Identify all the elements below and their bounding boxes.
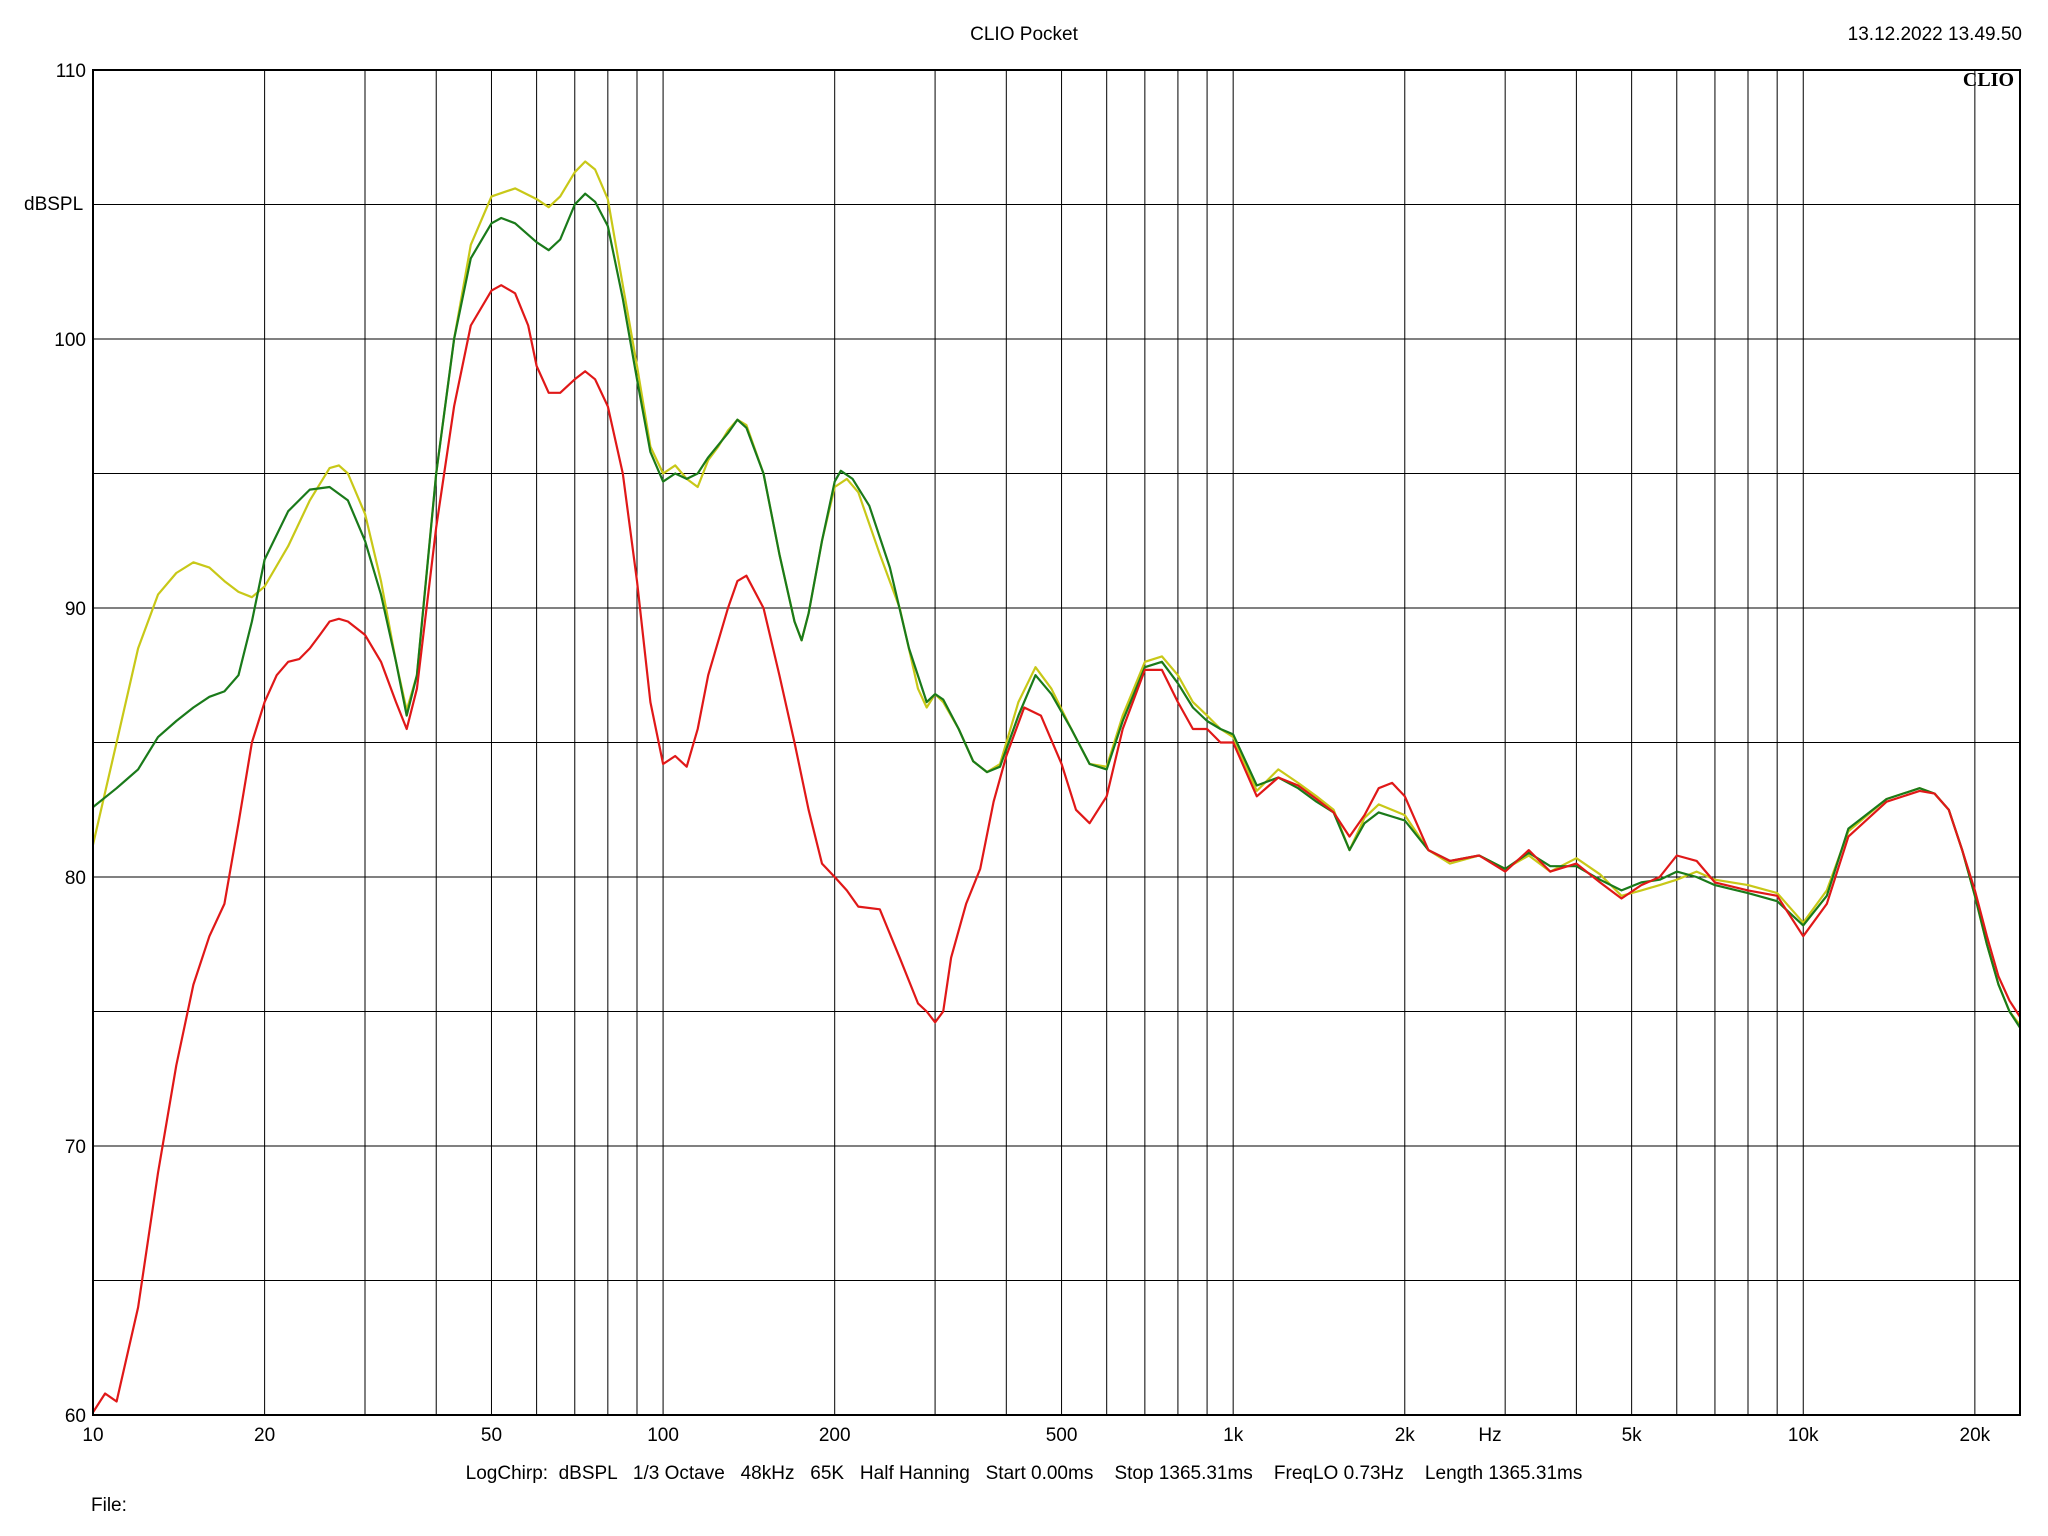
y-tick-labels: 60 70 80 90 100 110 xyxy=(54,61,86,1427)
chart-title: CLIO Pocket xyxy=(970,24,1078,45)
series-line-1 xyxy=(91,160,2021,1026)
clio-logo: CLIO xyxy=(1963,69,2014,91)
y-tick-label: 90 xyxy=(65,599,86,620)
y-tick-label: 110 xyxy=(56,61,86,82)
timestamp: 13.12.2022 13.49.50 xyxy=(1847,24,2022,45)
series-line-3 xyxy=(92,284,2021,1413)
x-tick-label: 500 xyxy=(1046,1425,1078,1446)
file-label: File: xyxy=(91,1495,127,1516)
x-tick-label: 20k xyxy=(1960,1425,1991,1446)
x-tick-label: 200 xyxy=(819,1425,851,1446)
measurement-settings: LogChirp: dBSPL 1/3 Octave 48kHz 65K Hal… xyxy=(465,1463,1583,1484)
x-tick-label: 20 xyxy=(254,1425,275,1446)
y-tick-label: 100 xyxy=(54,330,86,351)
x-tick-label: 100 xyxy=(647,1425,679,1446)
x-tick-label: 10 xyxy=(82,1425,103,1446)
y-tick-label: 60 xyxy=(65,1406,86,1427)
x-tick-label: 5k xyxy=(1622,1425,1643,1446)
x-tick-labels: 10 20 50 100 200 500 1k 2k 5k 10k 20k xyxy=(82,1425,1990,1446)
y-axis-label: dBSPL xyxy=(24,194,83,215)
x-tick-label: 10k xyxy=(1788,1425,1819,1446)
chart-grid xyxy=(93,70,2020,1415)
series-line-2 xyxy=(92,192,2021,1029)
chart-series xyxy=(91,160,2021,1413)
y-tick-label: 70 xyxy=(65,1137,86,1158)
x-tick-label: 2k xyxy=(1395,1425,1416,1446)
y-tick-label: 80 xyxy=(65,868,86,889)
x-axis-label: Hz xyxy=(1478,1425,1501,1446)
x-tick-label: 1k xyxy=(1223,1425,1244,1446)
x-tick-label: 50 xyxy=(481,1425,502,1446)
plot-frame xyxy=(92,69,2021,1416)
